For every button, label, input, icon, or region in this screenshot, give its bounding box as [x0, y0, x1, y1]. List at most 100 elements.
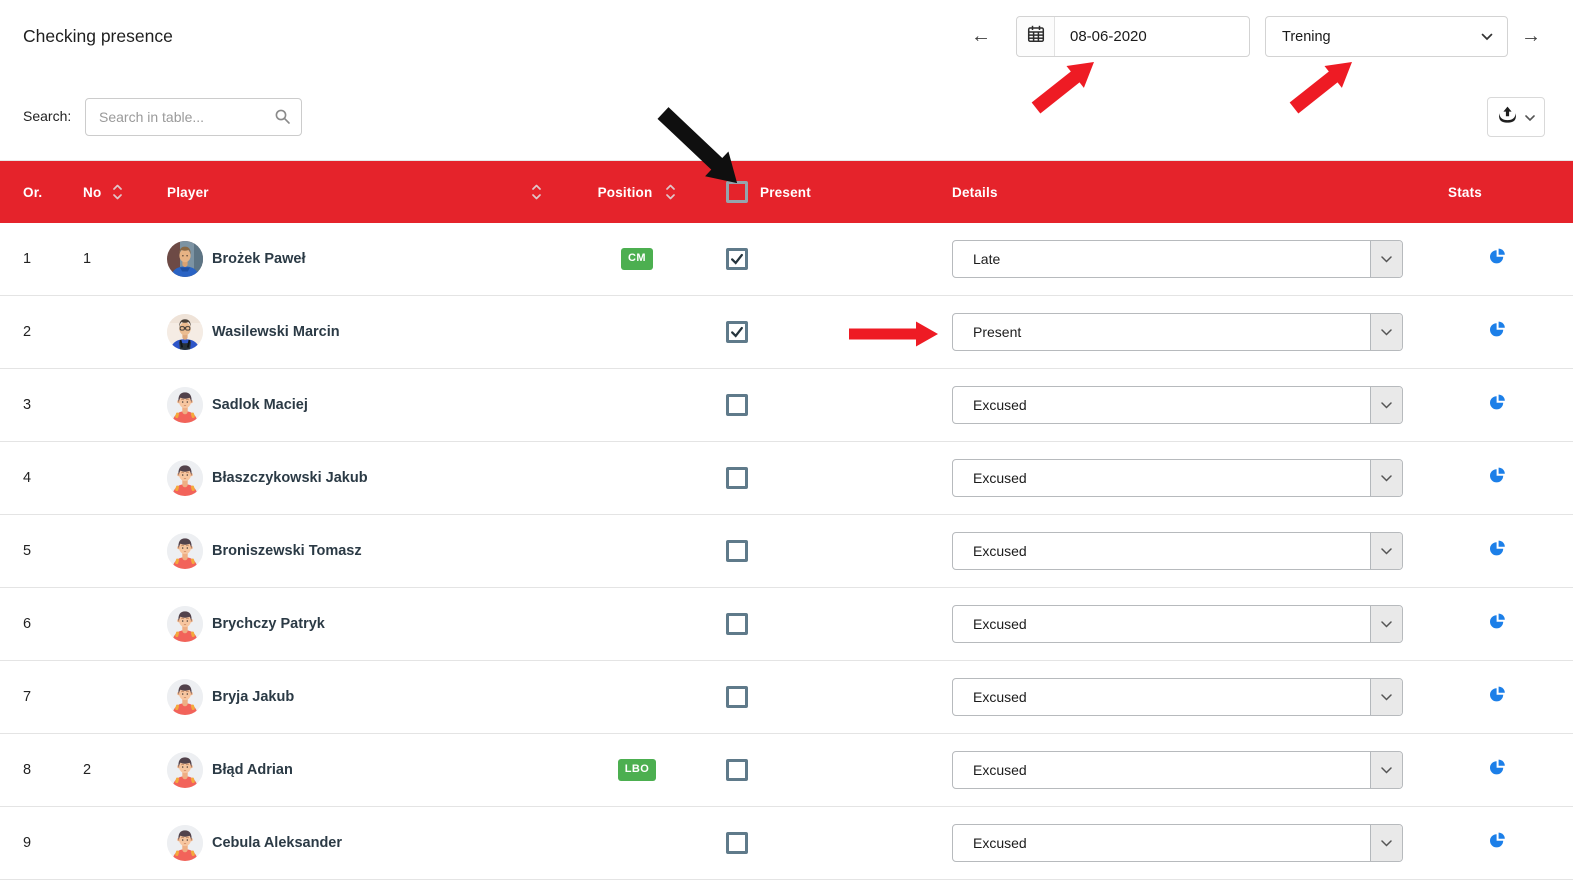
- stats-pie-icon[interactable]: [1489, 248, 1506, 265]
- date-input[interactable]: [1055, 17, 1249, 56]
- stats-pie-icon[interactable]: [1489, 540, 1506, 557]
- chevron-down-icon: [1481, 29, 1493, 45]
- stats-cell: [1403, 832, 1573, 854]
- present-checkbox[interactable]: [726, 686, 748, 708]
- details-select[interactable]: Excused: [952, 532, 1403, 570]
- details-cell: Excused: [952, 386, 1403, 424]
- present-checkbox[interactable]: [726, 613, 748, 635]
- details-select[interactable]: Late: [952, 240, 1403, 278]
- table-header: Or. No Player Position Present: [0, 160, 1573, 223]
- player-cell[interactable]: Bryja Jakub: [167, 679, 542, 715]
- present-cell: [714, 467, 760, 489]
- stats-pie-icon[interactable]: [1489, 759, 1506, 776]
- shirt-number: 1: [83, 251, 92, 267]
- table-row: 6: [0, 588, 1573, 661]
- chevron-down-icon: [1525, 110, 1535, 125]
- stats-pie-icon[interactable]: [1489, 467, 1506, 484]
- search-box: [85, 98, 302, 136]
- details-select-value: Excused: [973, 543, 1027, 559]
- details-select[interactable]: Excused: [952, 386, 1403, 424]
- event-type-value: Trening: [1282, 28, 1331, 45]
- player-avatar: [167, 533, 203, 569]
- chevron-down-icon: [1370, 314, 1402, 350]
- order-number: 2: [23, 324, 32, 340]
- calendar-icon-button[interactable]: [1017, 17, 1055, 56]
- details-select[interactable]: Excused: [952, 605, 1403, 643]
- present-checkbox[interactable]: [726, 832, 748, 854]
- details-select[interactable]: Excused: [952, 751, 1403, 789]
- stats-cell: [1403, 686, 1573, 708]
- player-name: Sadlok Maciej: [212, 397, 308, 413]
- details-select-value: Excused: [973, 470, 1027, 486]
- player-cell[interactable]: Broniszewski Tomasz: [167, 533, 542, 569]
- present-checkbox[interactable]: [726, 321, 748, 343]
- table-row: 3: [0, 369, 1573, 442]
- details-select[interactable]: Excused: [952, 459, 1403, 497]
- player-avatar: [167, 314, 203, 350]
- table-body: 1 1: [0, 223, 1573, 880]
- chevron-down-icon: [1370, 752, 1402, 788]
- page-title: Checking presence: [23, 26, 173, 46]
- present-checkbox[interactable]: [726, 394, 748, 416]
- details-cell: Excused: [952, 751, 1403, 789]
- player-name: Wasilewski Marcin: [212, 324, 340, 340]
- shirt-number: 2: [83, 762, 92, 778]
- details-select-value: Excused: [973, 762, 1027, 778]
- details-cell: Present: [952, 313, 1403, 351]
- order-number: 4: [23, 470, 32, 486]
- details-select-value: Excused: [973, 689, 1027, 705]
- present-cell: [714, 759, 760, 781]
- player-cell[interactable]: Wasilewski Marcin: [167, 314, 542, 350]
- stats-pie-icon[interactable]: [1489, 613, 1506, 630]
- table-row: 2: [0, 296, 1573, 369]
- player-avatar: [167, 387, 203, 423]
- present-checkbox[interactable]: [726, 248, 748, 270]
- sort-icon[interactable]: [531, 183, 542, 201]
- player-cell[interactable]: Cebula Aleksander: [167, 825, 542, 861]
- player-avatar: [167, 679, 203, 715]
- player-cell[interactable]: Błaszczykowski Jakub: [167, 460, 542, 496]
- player-cell[interactable]: Sadlok Maciej: [167, 387, 542, 423]
- position-badge: LBO: [617, 759, 657, 781]
- table-row: 4: [0, 442, 1573, 515]
- header-player: Player: [167, 183, 542, 201]
- present-checkbox[interactable]: [726, 467, 748, 489]
- export-button[interactable]: [1487, 97, 1545, 137]
- chevron-down-icon: [1370, 387, 1402, 423]
- table-row: 9: [0, 807, 1573, 880]
- player-avatar: [167, 752, 203, 788]
- header-player-label: Player: [167, 184, 209, 200]
- present-checkbox[interactable]: [726, 759, 748, 781]
- next-date-button[interactable]: →: [1521, 25, 1541, 47]
- details-select-value: Excused: [973, 835, 1027, 851]
- stats-cell: [1403, 613, 1573, 635]
- sort-icon[interactable]: [665, 183, 676, 201]
- details-cell: Excused: [952, 605, 1403, 643]
- order-number: 7: [23, 689, 32, 705]
- chevron-down-icon: [1370, 606, 1402, 642]
- stats-pie-icon[interactable]: [1489, 686, 1506, 703]
- details-select[interactable]: Excused: [952, 678, 1403, 716]
- player-cell[interactable]: Błąd Adrian: [167, 752, 542, 788]
- stats-pie-icon[interactable]: [1489, 394, 1506, 411]
- stats-pie-icon[interactable]: [1489, 321, 1506, 338]
- header-stats: Stats: [1448, 184, 1483, 200]
- present-checkbox[interactable]: [726, 540, 748, 562]
- search-input[interactable]: [85, 98, 302, 136]
- search-icon: [274, 108, 291, 130]
- player-name: Błąd Adrian: [212, 762, 293, 778]
- header-checkbox-cell: [714, 181, 760, 203]
- player-cell[interactable]: Brychczy Patryk: [167, 606, 542, 642]
- prev-date-button[interactable]: ←: [971, 25, 991, 47]
- stats-pie-icon[interactable]: [1489, 832, 1506, 849]
- player-cell[interactable]: Brożek Paweł: [167, 241, 542, 277]
- sort-icon[interactable]: [112, 183, 123, 201]
- details-select[interactable]: Excused: [952, 824, 1403, 862]
- position-cell: LBO: [542, 759, 714, 781]
- table-row: 8 2: [0, 734, 1573, 807]
- event-type-select[interactable]: Trening: [1265, 16, 1508, 57]
- header-or: Or.: [23, 184, 43, 200]
- details-select-value: Excused: [973, 616, 1027, 632]
- details-select[interactable]: Present: [952, 313, 1403, 351]
- select-all-checkbox[interactable]: [726, 181, 748, 203]
